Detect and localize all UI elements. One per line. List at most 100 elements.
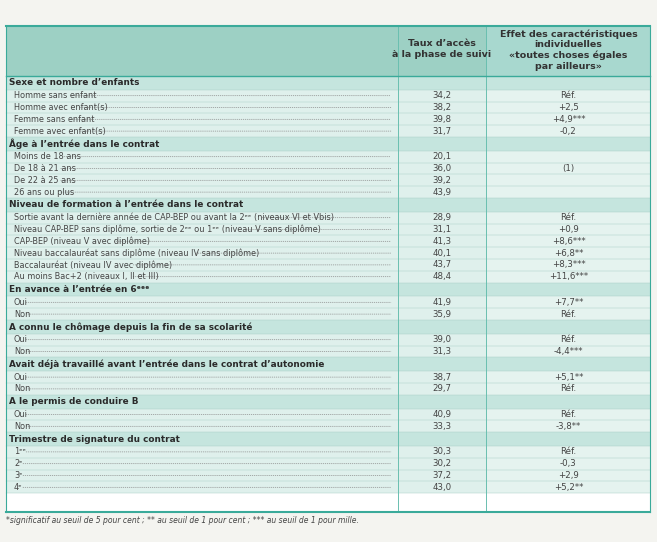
Text: 3ᵉ: 3ᵉ (14, 471, 22, 480)
Bar (486, 235, 650, 247)
Bar (6, 151, 486, 163)
Bar (6, 282, 650, 296)
Text: Avait déjà travaillé avant l’entrée dans le contrat d’autonomie: Avait déjà travaillé avant l’entrée dans… (9, 359, 325, 369)
Bar (6, 271, 486, 282)
Text: Réf.: Réf. (560, 309, 576, 319)
Bar (486, 113, 650, 125)
Bar (486, 151, 650, 163)
Bar (6, 409, 486, 421)
Text: Oui: Oui (14, 372, 28, 382)
Text: 20,1: 20,1 (432, 152, 451, 161)
Bar (6, 421, 486, 432)
Text: 39,0: 39,0 (432, 335, 451, 344)
Text: 38,7: 38,7 (432, 372, 451, 382)
Text: 1ᵉᵉ: 1ᵉᵉ (14, 447, 26, 456)
Bar (486, 469, 650, 481)
Text: 37,2: 37,2 (432, 471, 451, 480)
Bar (6, 125, 486, 137)
Text: Au moins Bac+2 (niveaux I, II et III): Au moins Bac+2 (niveaux I, II et III) (14, 272, 159, 281)
Text: 34,2: 34,2 (432, 91, 451, 100)
Text: 4ᵉ: 4ᵉ (14, 483, 22, 492)
Text: 35,9: 35,9 (432, 309, 451, 319)
Text: 38,2: 38,2 (432, 103, 451, 112)
Text: +7,7**: +7,7** (554, 298, 583, 307)
Text: 48,4: 48,4 (432, 272, 451, 281)
Text: 30,2: 30,2 (432, 459, 451, 468)
Text: 41,3: 41,3 (432, 237, 451, 246)
Text: Femme sans enfant: Femme sans enfant (14, 115, 95, 124)
Bar (6, 186, 486, 198)
Text: 31,1: 31,1 (432, 225, 451, 234)
Bar (6, 90, 486, 101)
Text: +8,3***: +8,3*** (552, 260, 585, 269)
Text: Non: Non (14, 384, 30, 393)
Text: Non: Non (14, 309, 30, 319)
Bar (6, 346, 486, 357)
Text: De 18 à 21 ans: De 18 à 21 ans (14, 164, 76, 173)
Text: 36,0: 36,0 (432, 164, 451, 173)
Bar (6, 163, 486, 175)
Bar (6, 357, 650, 371)
Bar (486, 346, 650, 357)
Text: +2,9: +2,9 (558, 471, 579, 480)
Text: 40,9: 40,9 (432, 410, 451, 419)
Text: Baccalauréat (niveau IV avec diplôme): Baccalauréat (niveau IV avec diplôme) (14, 260, 172, 270)
Text: CAP-BEP (niveau V avec diplôme): CAP-BEP (niveau V avec diplôme) (14, 236, 150, 246)
Text: Réf.: Réf. (560, 447, 576, 456)
Bar (6, 224, 486, 235)
Bar (6, 198, 650, 212)
Text: 28,9: 28,9 (432, 213, 451, 222)
Text: +5,2**: +5,2** (554, 483, 583, 492)
Bar (6, 481, 486, 493)
Text: Non: Non (14, 347, 30, 356)
Bar (486, 186, 650, 198)
Bar (6, 175, 486, 186)
Text: *significatif au seuil de 5 pour cent ; ** au seuil de 1 pour cent ; *** au seui: *significatif au seuil de 5 pour cent ; … (6, 516, 359, 525)
Text: +5,1**: +5,1** (554, 372, 583, 382)
Bar (6, 26, 650, 512)
Text: -0,2: -0,2 (560, 127, 577, 136)
Bar (6, 334, 486, 346)
Text: Homme avec enfant(s): Homme avec enfant(s) (14, 103, 108, 112)
Bar (6, 446, 486, 458)
Text: 43,9: 43,9 (432, 188, 451, 197)
Text: Effet des caractéristiques
individuelles
«toutes choses égales
par ailleurs»: Effet des caractéristiques individuelles… (499, 29, 637, 70)
Bar (486, 296, 650, 308)
Bar (6, 296, 486, 308)
Bar (6, 113, 486, 125)
Text: Réf.: Réf. (560, 410, 576, 419)
Text: Sexe et nombre d’enfants: Sexe et nombre d’enfants (9, 79, 139, 87)
Bar (6, 395, 650, 409)
Text: 43,0: 43,0 (432, 483, 451, 492)
Bar (6, 383, 486, 395)
Bar (6, 469, 486, 481)
Text: +11,6***: +11,6*** (549, 272, 588, 281)
Text: +2,5: +2,5 (558, 103, 579, 112)
Bar (6, 259, 486, 271)
Bar (6, 247, 486, 259)
Bar (486, 409, 650, 421)
Text: +4,9***: +4,9*** (552, 115, 585, 124)
Text: 29,7: 29,7 (432, 384, 451, 393)
Text: En avance à l’entrée en 6ᵉᵉᵉ: En avance à l’entrée en 6ᵉᵉᵉ (9, 285, 149, 294)
Text: 31,7: 31,7 (432, 127, 451, 136)
Text: Réf.: Réf. (560, 335, 576, 344)
Text: Femme avec enfant(s): Femme avec enfant(s) (14, 127, 106, 136)
Text: Oui: Oui (14, 410, 28, 419)
Text: +8,6***: +8,6*** (552, 237, 585, 246)
Bar (486, 247, 650, 259)
Bar (486, 308, 650, 320)
Bar (486, 259, 650, 271)
Bar (486, 224, 650, 235)
Text: Âge à l’entrée dans le contrat: Âge à l’entrée dans le contrat (9, 139, 160, 149)
Bar (486, 90, 650, 101)
Text: 39,8: 39,8 (432, 115, 451, 124)
Bar (486, 101, 650, 113)
Text: 40,1: 40,1 (432, 249, 451, 257)
Text: (1): (1) (562, 164, 574, 173)
Text: 43,7: 43,7 (432, 260, 451, 269)
Bar (486, 458, 650, 469)
Bar (486, 481, 650, 493)
Bar (6, 101, 486, 113)
Text: Réf.: Réf. (560, 91, 576, 100)
